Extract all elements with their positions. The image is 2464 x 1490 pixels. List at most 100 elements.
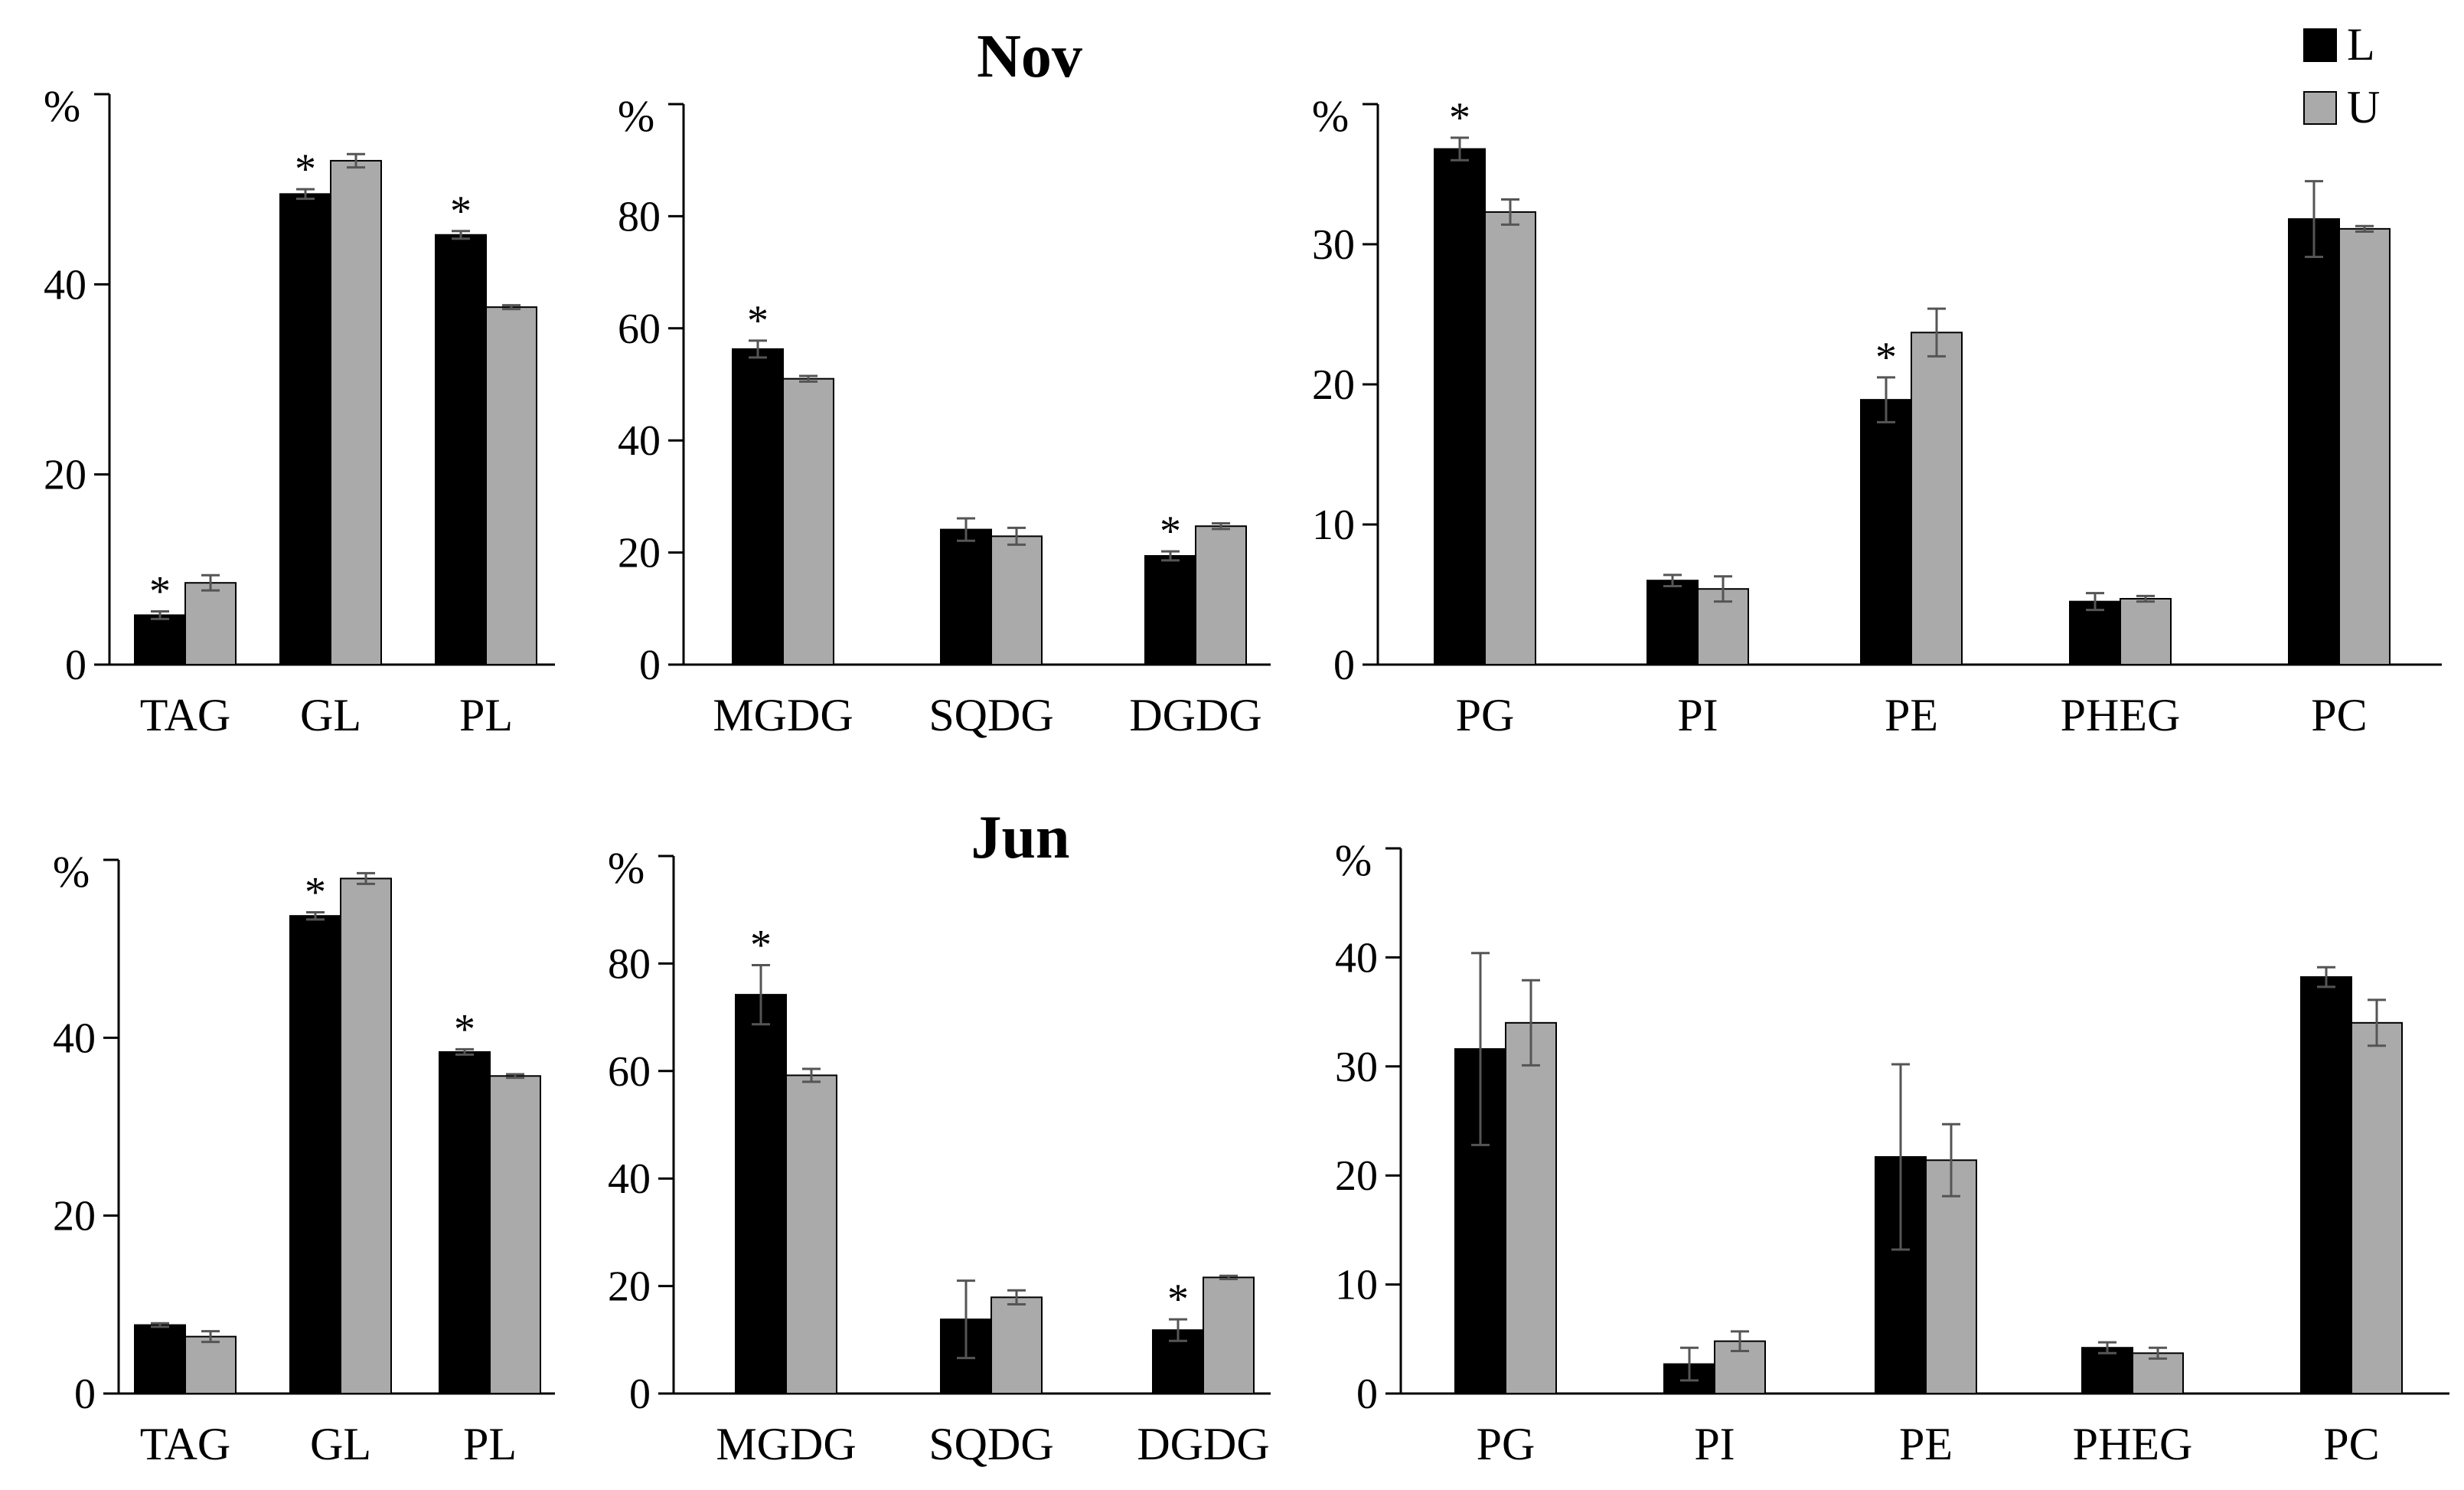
category-label: SQDG [928, 1419, 1053, 1469]
bar-U-DGDG [1195, 525, 1247, 665]
error-bar-L-PG [1451, 136, 1469, 162]
bar-U-TAG [184, 1335, 237, 1394]
category-label: PC [2323, 1419, 2379, 1469]
category-label: SQDG [928, 690, 1053, 740]
error-bar-L-TAG [151, 1322, 169, 1328]
bar-U-PE [1911, 332, 1963, 665]
error-bar-U-PI [1731, 1330, 1749, 1352]
significance-marker: * [747, 297, 769, 345]
error-bar-U-DGDG [1219, 1274, 1238, 1280]
y-tick-label: 20 [1335, 1152, 1378, 1200]
legend-swatch-L [2303, 28, 2337, 62]
error-bar-U-PHEG [2149, 1346, 2167, 1360]
category-label: DGDG [1137, 1419, 1269, 1469]
significance-marker: * [1875, 334, 1897, 381]
category-label: GL [310, 1419, 371, 1469]
error-bar-U-SQDG [1007, 526, 1026, 546]
error-bar-L-PI [1680, 1346, 1699, 1382]
bar-U-GL [330, 159, 382, 665]
y-tick-label: 20 [608, 1263, 651, 1311]
panel-nov-pl: 0 10 20 30% * PG PI * PE PHEG PC [1312, 91, 2442, 740]
bar-U-PC [2338, 227, 2391, 665]
error-bar-U-PL [506, 1073, 524, 1080]
bar-L-DGDG [1144, 554, 1196, 665]
error-bar-L-DGDG [1169, 1318, 1187, 1342]
bar-L-PHEG [2069, 600, 2121, 666]
bar-U-GL [340, 877, 392, 1394]
bar-L-PL [435, 234, 487, 665]
y-tick-label: 80 [608, 940, 651, 988]
error-bar-L-PE [1877, 376, 1895, 423]
legend-label-L: L [2347, 19, 2375, 70]
error-bar-U-PI [1714, 575, 1732, 603]
y-axis-label: % [1335, 835, 1372, 885]
error-bar-U-PC [2355, 224, 2374, 234]
bar-L-PC [2300, 976, 2352, 1394]
significance-marker: * [750, 922, 772, 969]
category-label: DGDG [1129, 690, 1261, 740]
panel-nov-total: 0 20 40% * TAG * GL * PL [44, 81, 555, 740]
error-bar-L-MGDG [749, 339, 767, 359]
y-tick-label: 30 [1335, 1044, 1378, 1091]
bar-L-PE [1860, 399, 1912, 665]
bar-U-PC [2351, 1021, 2403, 1394]
category-label: PE [1885, 690, 1938, 740]
error-bar-U-TAG [201, 573, 220, 592]
category-label: TAG [140, 690, 231, 740]
bar-L-TAG [134, 1324, 186, 1394]
panel-jun-gl: 0 20 40 60 80% Jun * MGDG SQDG * DGDG [608, 804, 1271, 1469]
bar-U-PL [485, 306, 537, 665]
y-tick-label: 10 [1335, 1262, 1378, 1309]
y-tick-label: 0 [74, 1371, 96, 1418]
y-tick-label: 0 [1356, 1371, 1378, 1418]
bar-L-SQDG [940, 528, 992, 666]
bar-U-PG [1484, 211, 1536, 666]
error-bar-L-PHEG [2086, 592, 2104, 612]
bar-L-PC [2288, 218, 2340, 665]
error-bar-L-SQDG [957, 1279, 975, 1360]
category-label: PL [463, 1419, 517, 1469]
error-bar-L-MGDG [752, 964, 770, 1026]
bar-L-GL [289, 915, 341, 1395]
error-bar-U-GL [347, 152, 365, 169]
error-bar-L-PL [452, 230, 470, 240]
bar-L-PG [1434, 148, 1486, 665]
error-bar-U-GL [357, 871, 375, 885]
y-tick-label: 40 [44, 261, 86, 309]
y-tick-label: 40 [1335, 934, 1378, 982]
significance-marker: * [454, 1005, 475, 1053]
error-bar-U-PC [2368, 998, 2386, 1047]
bar-U-PHEG [2132, 1352, 2184, 1395]
significance-marker: * [305, 869, 326, 917]
panel-jun-total: 0 20 40% TAG * GL * PL [53, 847, 555, 1469]
bar-U-MGDG [782, 377, 834, 665]
y-tick-label: 0 [639, 642, 661, 689]
error-bar-U-SQDG [1007, 1289, 1026, 1305]
y-tick-label: 30 [1312, 221, 1355, 269]
error-bar-U-PE [1927, 307, 1946, 358]
y-tick-label: 40 [53, 1015, 96, 1062]
error-bar-U-DGDG [1212, 522, 1230, 531]
significance-marker: * [149, 567, 171, 615]
category-label: TAG [140, 1419, 231, 1469]
y-tick-label: 60 [608, 1048, 651, 1096]
legend-swatch-U [2303, 91, 2337, 125]
category-label: MGDG [716, 1419, 856, 1469]
category-label: PC [2311, 690, 2367, 740]
panel-title: Jun [971, 804, 1070, 871]
bar-U-TAG [184, 582, 237, 666]
error-bar-U-PHEG [2136, 594, 2155, 603]
panel-title: Nov [977, 23, 1082, 90]
error-bar-L-GL [306, 911, 325, 921]
category-label: PG [1477, 1419, 1536, 1469]
error-bar-U-MGDG [802, 1067, 821, 1083]
category-label: PL [459, 690, 513, 740]
y-tick-label: 80 [618, 193, 661, 240]
category-label: PE [1899, 1419, 1953, 1469]
y-axis-label: % [53, 847, 90, 897]
significance-marker: * [450, 188, 472, 235]
error-bar-L-PL [455, 1047, 474, 1056]
y-tick-label: 20 [1312, 361, 1355, 409]
bar-U-SQDG [990, 535, 1043, 666]
